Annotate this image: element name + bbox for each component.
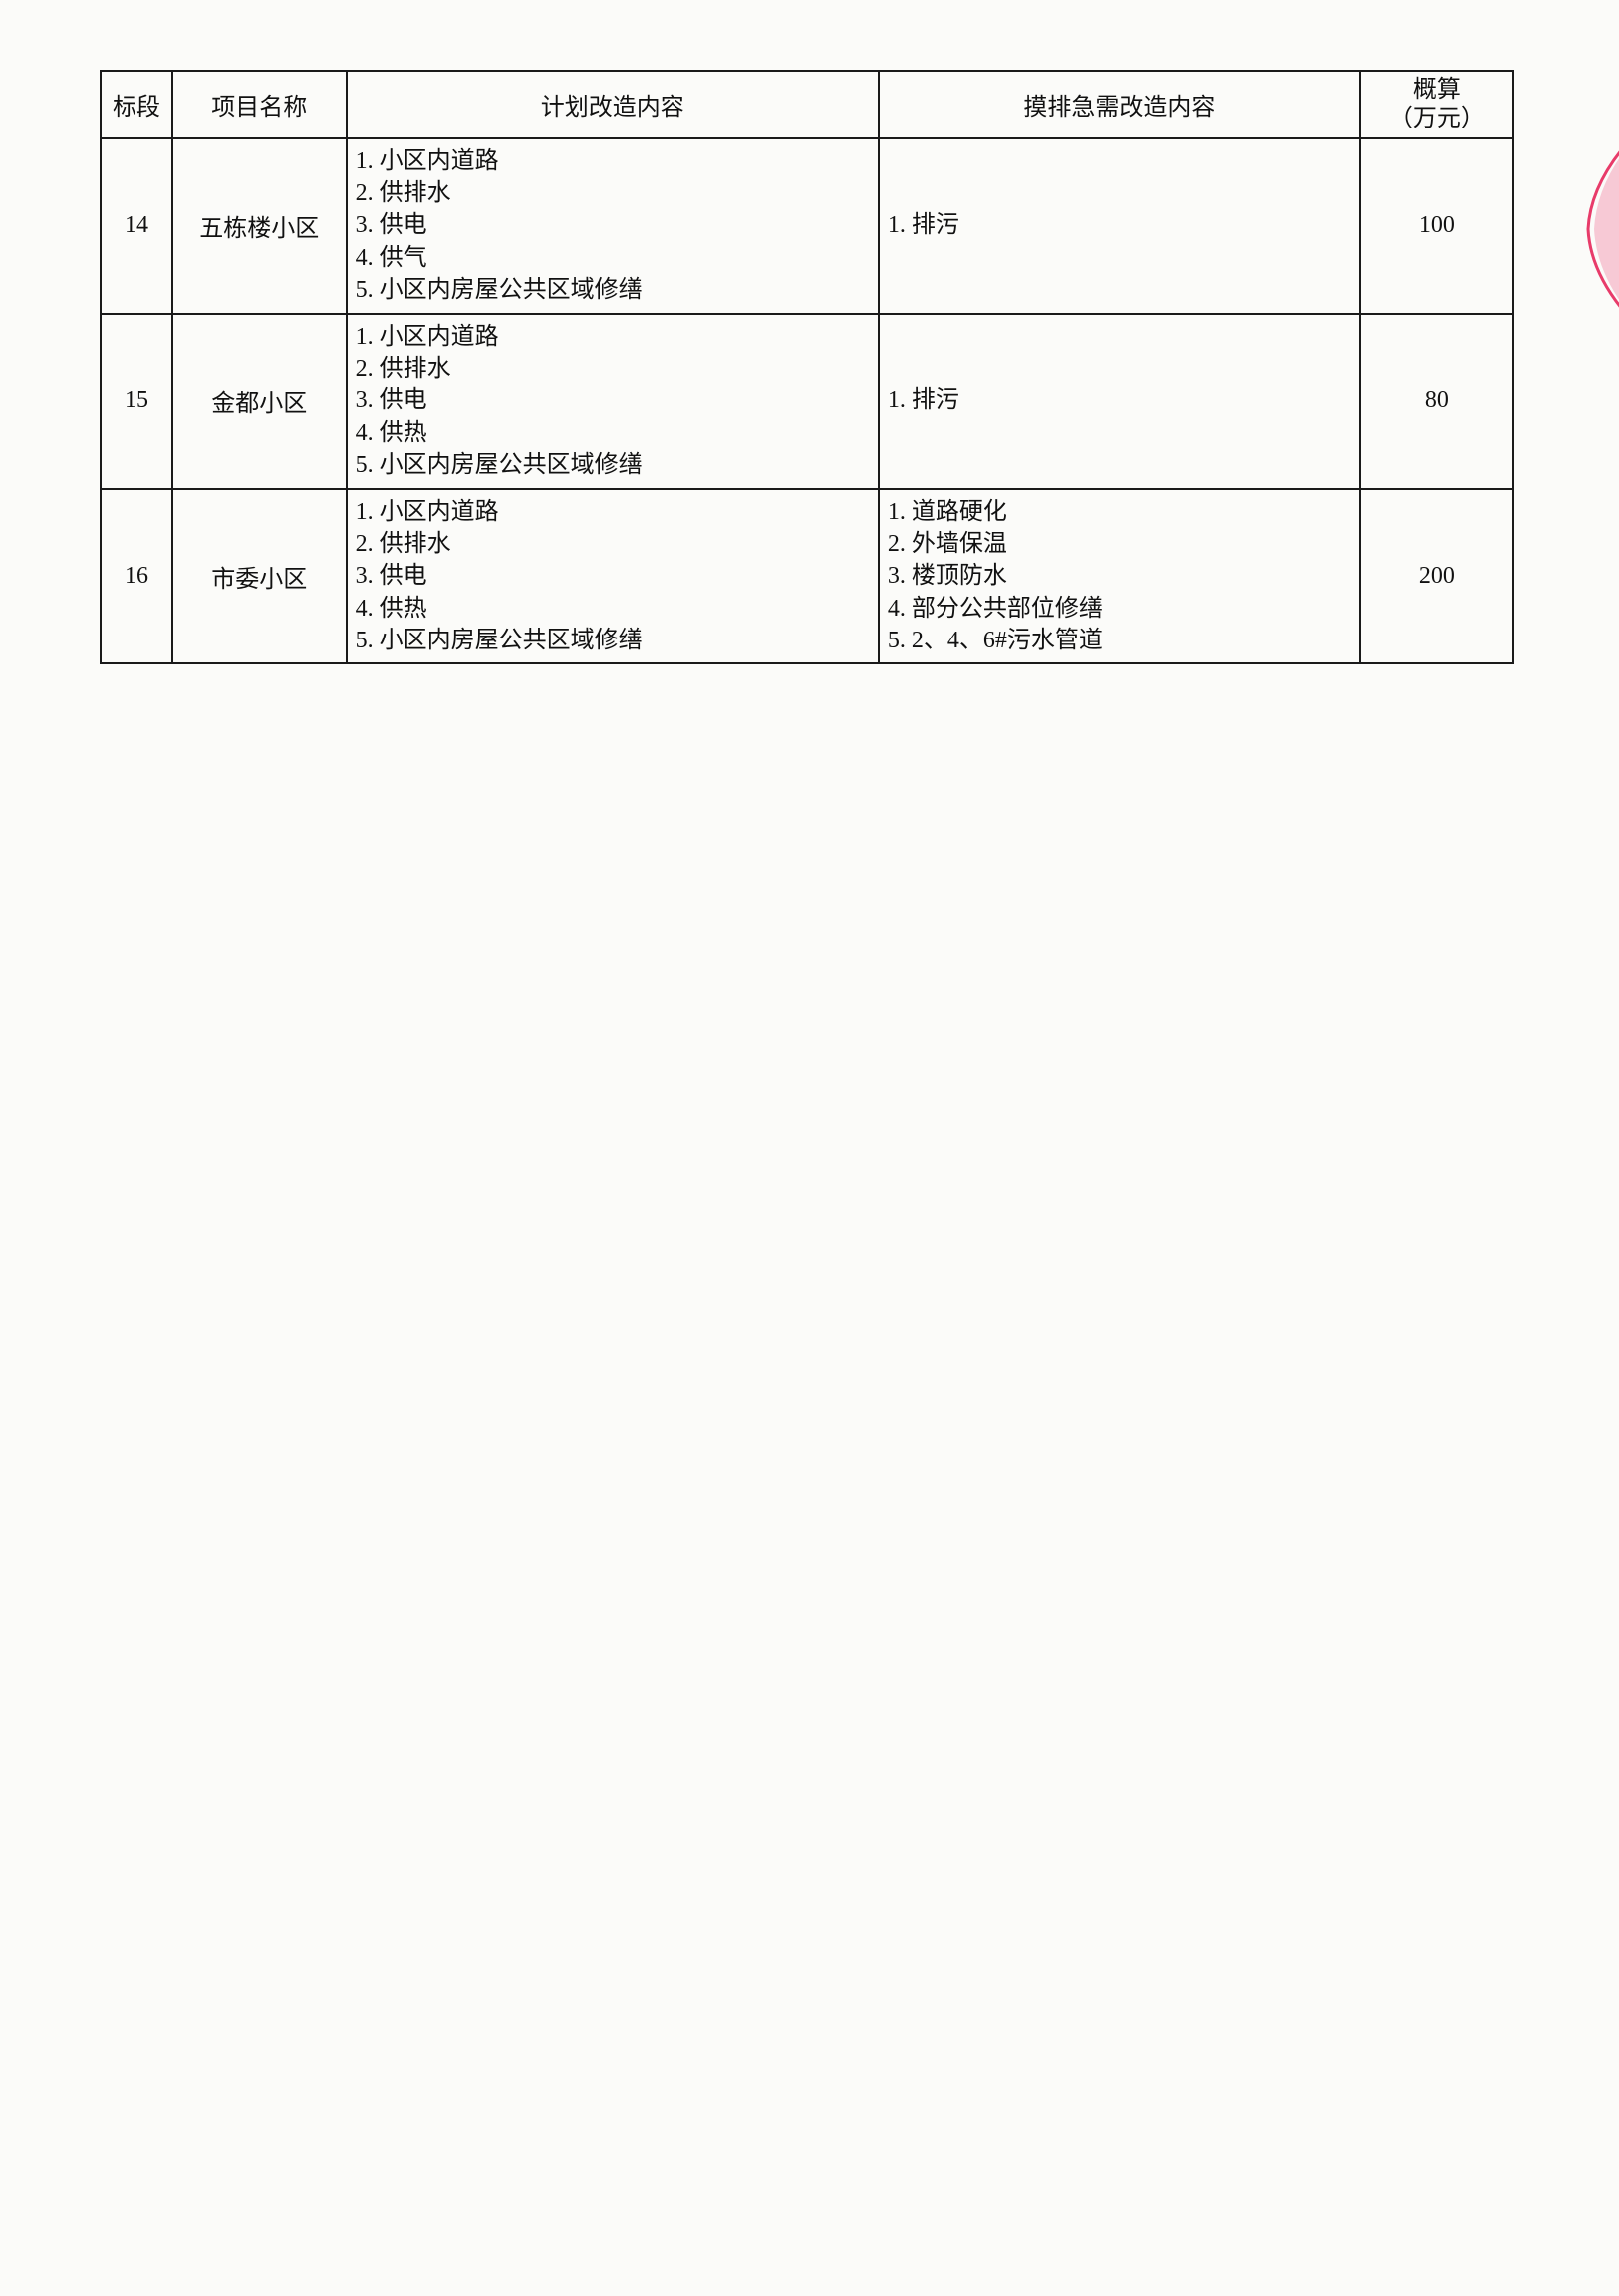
cell-urgent: 1. 排污 [879, 138, 1360, 314]
cell-est: 100 [1360, 138, 1513, 314]
est-header-line1: 概算 [1367, 76, 1506, 105]
cell-urgent: 1. 排污 [879, 314, 1360, 489]
cell-name: 市委小区 [172, 489, 347, 664]
col-header-seg: 标段 [101, 71, 172, 138]
page: 标段 项目名称 计划改造内容 摸排急需改造内容 概算 （万元） 14 五栋楼小区… [0, 0, 1619, 2296]
col-header-plan: 计划改造内容 [347, 71, 879, 138]
cell-plan: 1. 小区内道路 2. 供排水 3. 供电 4. 供气 5. 小区内房屋公共区域… [347, 138, 879, 314]
cell-est: 200 [1360, 489, 1513, 664]
table-row: 14 五栋楼小区 1. 小区内道路 2. 供排水 3. 供电 4. 供气 5. … [101, 138, 1513, 314]
cell-name: 五栋楼小区 [172, 138, 347, 314]
cell-seg: 14 [101, 138, 172, 314]
cell-plan: 1. 小区内道路 2. 供排水 3. 供电 4. 供热 5. 小区内房屋公共区域… [347, 314, 879, 489]
cell-seg: 16 [101, 489, 172, 664]
renovation-table: 标段 项目名称 计划改造内容 摸排急需改造内容 概算 （万元） 14 五栋楼小区… [100, 70, 1514, 664]
cell-est: 80 [1360, 314, 1513, 489]
col-header-urgent: 摸排急需改造内容 [879, 71, 1360, 138]
cell-seg: 15 [101, 314, 172, 489]
est-header-line2: （万元） [1367, 105, 1506, 133]
col-header-est: 概算 （万元） [1360, 71, 1513, 138]
seal-mark-icon [1586, 149, 1619, 309]
table-container: 标段 项目名称 计划改造内容 摸排急需改造内容 概算 （万元） 14 五栋楼小区… [100, 70, 1514, 664]
cell-plan: 1. 小区内道路 2. 供排水 3. 供电 4. 供热 5. 小区内房屋公共区域… [347, 489, 879, 664]
col-header-name: 项目名称 [172, 71, 347, 138]
table-row: 15 金都小区 1. 小区内道路 2. 供排水 3. 供电 4. 供热 5. 小… [101, 314, 1513, 489]
cell-urgent: 1. 道路硬化 2. 外墙保温 3. 楼顶防水 4. 部分公共部位修缮 5. 2… [879, 489, 1360, 664]
table-row: 16 市委小区 1. 小区内道路 2. 供排水 3. 供电 4. 供热 5. 小… [101, 489, 1513, 664]
cell-name: 金都小区 [172, 314, 347, 489]
table-header-row: 标段 项目名称 计划改造内容 摸排急需改造内容 概算 （万元） [101, 71, 1513, 138]
